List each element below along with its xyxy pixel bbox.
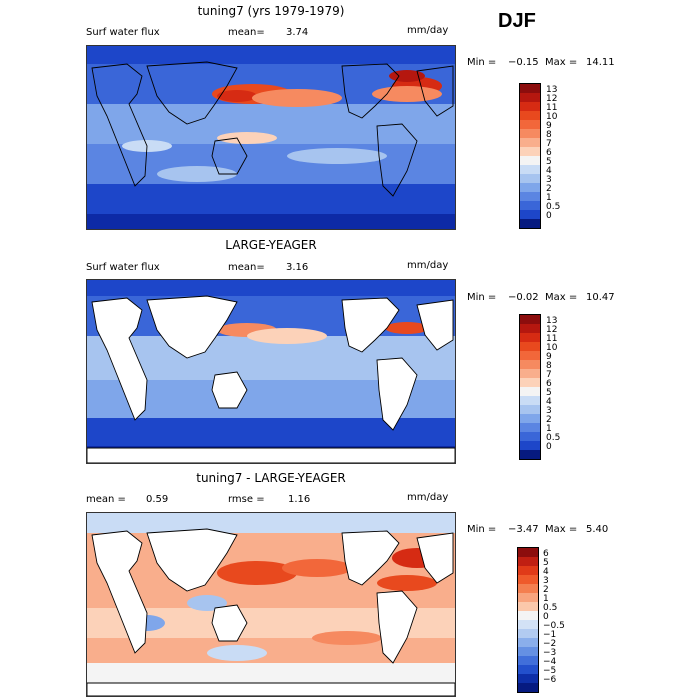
colorbar-tick: 5	[546, 157, 552, 167]
panel-1-max-label: Max =	[545, 57, 578, 68]
colorbar-tick: 10	[546, 343, 558, 353]
panel-3-min-value: −3.47	[508, 524, 539, 535]
colorbar-tick: 11	[546, 103, 558, 113]
colorbar-tick: 3	[546, 175, 552, 185]
panel-3-max-value: 5.40	[586, 524, 609, 535]
colorbar-tick: 4	[546, 397, 552, 407]
panel-3-title: tuning7 - LARGE-YEAGER	[196, 471, 346, 485]
colorbar-tick: 2	[546, 415, 552, 425]
colorbar-tick: −1	[543, 630, 557, 640]
colorbar-tick: 8	[546, 361, 552, 371]
colorbar-tick: 6	[546, 148, 552, 158]
panel-2-map	[86, 279, 456, 464]
panel-3-units: mm/day	[407, 492, 449, 503]
colorbar-tick: 0	[546, 211, 552, 221]
panel-3-map	[86, 512, 456, 697]
panel-2-units: mm/day	[407, 260, 449, 271]
panel-2-max-label: Max =	[545, 292, 578, 303]
colorbar-tick: 5	[546, 388, 552, 398]
colorbar-tick: 6	[543, 549, 549, 559]
colorbar-tick: 0.5	[546, 202, 561, 212]
colorbar-tick: 7	[546, 370, 552, 380]
colorbar-tick: 1	[543, 594, 549, 604]
panel-1-colorbar-labels: 13 12 11 10 9 8 7 6 5 4 3 2 1 0.5 0	[546, 85, 561, 221]
panel-3-max-label: Max =	[545, 524, 578, 535]
colorbar-tick: 13	[546, 85, 558, 95]
panel-2-mean-value: 3.16	[286, 262, 309, 273]
colorbar-tick: 12	[546, 94, 558, 104]
panel-2-mean-label: mean=	[228, 262, 265, 273]
colorbar-tick: 4	[543, 567, 549, 577]
colorbar-tick: −0.5	[543, 621, 565, 631]
panel-3-colorbar	[517, 547, 539, 693]
colorbar-tick: 3	[546, 406, 552, 416]
panel-3-rmse-value: 1.16	[288, 494, 311, 505]
panel-2-colorbar-labels: 13 12 11 10 9 8 7 6 5 4 3 2 1 0.5 0	[546, 316, 561, 452]
colorbar-tick: 10	[546, 112, 558, 122]
colorbar-tick: 7	[546, 139, 552, 149]
panel-2-min-value: −0.02	[508, 292, 539, 303]
season-label: DJF	[498, 10, 536, 32]
panel-2-max-value: 10.47	[586, 292, 615, 303]
colorbar-tick: 1	[546, 193, 552, 203]
panel-3-rmse-label: rmse =	[228, 494, 265, 505]
panel-2-colorbar	[519, 314, 541, 460]
colorbar-tick: 0.5	[546, 433, 561, 443]
panel-1-max-value: 14.11	[586, 57, 615, 68]
colorbar-tick: −3	[543, 648, 557, 658]
colorbar-tick: 6	[546, 379, 552, 389]
panel-1-mean-label: mean=	[228, 27, 265, 38]
panel-3-mean-value: 0.59	[146, 494, 169, 505]
colorbar-tick: 0	[543, 612, 549, 622]
colorbar-tick: 1	[546, 424, 552, 434]
colorbar-tick: 12	[546, 325, 558, 335]
colorbar-tick: −4	[543, 657, 557, 667]
colorbar-tick: 11	[546, 334, 558, 344]
colorbar-tick: 0.5	[543, 603, 558, 613]
panel-1-min-value: −0.15	[508, 57, 539, 68]
colorbar-tick: 8	[546, 130, 552, 140]
panel-2-field-label: Surf water flux	[86, 262, 160, 273]
panel-1-title: tuning7 (yrs 1979-1979)	[197, 4, 345, 18]
colorbar-tick: −5	[543, 666, 557, 676]
panel-3-min-label: Min =	[467, 524, 497, 535]
colorbar-tick: −2	[543, 639, 557, 649]
panel-2-min-label: Min =	[467, 292, 497, 303]
colorbar-tick: −6	[543, 675, 557, 685]
colorbar-tick: 3	[543, 576, 549, 586]
panel-3-colorbar-labels: 6 5 4 3 2 1 0.5 0 −0.5 −1 −2 −3 −4 −5 −6	[543, 549, 565, 685]
panel-1-field-label: Surf water flux	[86, 27, 160, 38]
panel-2-title: LARGE-YEAGER	[225, 238, 317, 252]
colorbar-tick: 2	[546, 184, 552, 194]
colorbar-tick: 5	[543, 558, 549, 568]
colorbar-tick: 2	[543, 585, 549, 595]
panel-1-colorbar	[519, 83, 541, 229]
colorbar-tick: 13	[546, 316, 558, 326]
colorbar-tick: 0	[546, 442, 552, 452]
panel-1-map	[86, 45, 456, 230]
colorbar-tick: 9	[546, 121, 552, 131]
colorbar-tick: 9	[546, 352, 552, 362]
panel-3-mean-label: mean =	[86, 494, 126, 505]
panel-1-min-label: Min =	[467, 57, 497, 68]
colorbar-tick: 4	[546, 166, 552, 176]
panel-1-mean-value: 3.74	[286, 27, 309, 38]
panel-1-units: mm/day	[407, 25, 449, 36]
